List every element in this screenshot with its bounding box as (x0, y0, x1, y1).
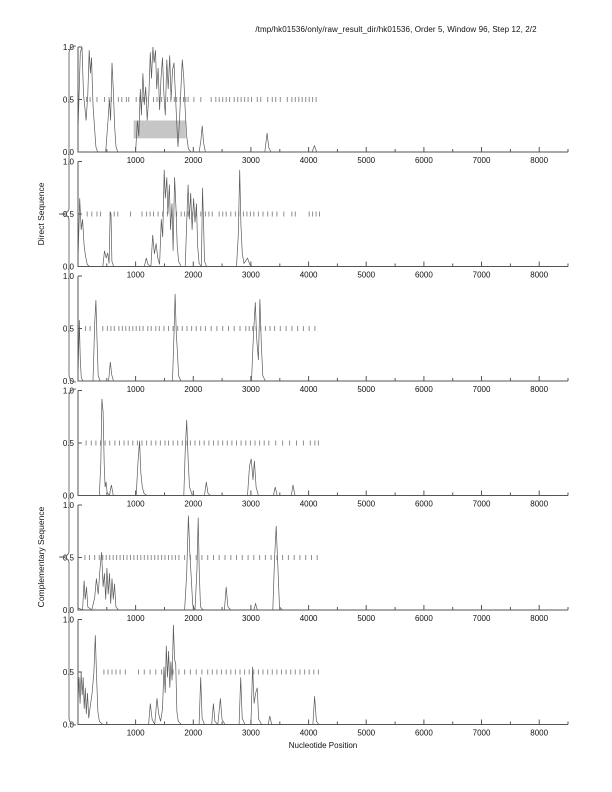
tick-label: 4000 (300, 614, 318, 623)
tick-label: 8000 (530, 729, 548, 738)
tick-label: 0.5 (63, 554, 75, 563)
tick-label: 4000 (300, 385, 318, 394)
tick-label: 0.5 (63, 210, 75, 219)
tick-label: 6000 (415, 729, 433, 738)
tick-label: 1000 (127, 500, 145, 509)
axis-frame (77, 619, 568, 725)
tick-label: 5000 (357, 729, 375, 738)
axis-ticks (78, 619, 569, 725)
tick-label: 4000 (300, 729, 318, 738)
tick-label: 2000 (184, 614, 202, 623)
tick-label: 2000 (184, 156, 202, 165)
probability-curve (77, 624, 568, 726)
tick-label: 4000 (300, 500, 318, 509)
axis-ticks (78, 161, 569, 267)
probability-curve (77, 293, 568, 382)
tick-label: 7000 (473, 729, 491, 738)
orf-marker-dashes (86, 97, 317, 102)
tick-label: 0.0 (63, 377, 75, 386)
orf-marker-dashes (86, 211, 320, 217)
tick-label: 6000 (415, 385, 433, 394)
tick-label: 1000 (127, 385, 145, 394)
tick-label: 6000 (415, 614, 433, 623)
tick-label: 8000 (530, 500, 548, 509)
complementary-sequence-brace (58, 388, 77, 726)
tick-label: 6000 (415, 156, 433, 165)
tick-label: 4000 (300, 156, 318, 165)
tick-label: 6000 (415, 271, 433, 280)
orf-marker-dashes (85, 326, 316, 331)
plot-title: /tmp/hk01536/only/raw_result_dir/hk01536… (255, 25, 537, 34)
tick-label: 5000 (357, 614, 375, 623)
tick-label: 3000 (242, 500, 260, 509)
predicted-region-box (133, 120, 186, 139)
tick-label: 5000 (357, 271, 375, 280)
direct-sequence-brace (58, 45, 77, 383)
tick-label: 7000 (473, 385, 491, 394)
axis-ticks (78, 504, 569, 611)
tick-label: 7000 (473, 500, 491, 509)
tick-label: 1.0 (63, 43, 75, 52)
probability-curve (77, 169, 568, 268)
tick-label: 8000 (530, 385, 548, 394)
tick-label: 1000 (127, 729, 145, 738)
tick-label: 7000 (473, 614, 491, 623)
orf-marker-dashes (84, 555, 318, 560)
tick-label: 2000 (184, 271, 202, 280)
tick-label: 4000 (300, 271, 318, 280)
tick-label: 5000 (357, 385, 375, 394)
tick-label: 6000 (415, 500, 433, 509)
tick-label: 1000 (127, 614, 145, 623)
tick-label: 3000 (242, 271, 260, 280)
tick-label: 8000 (530, 614, 548, 623)
axis-ticks (78, 46, 569, 153)
probability-curve (77, 515, 568, 611)
tick-label: 2000 (184, 385, 202, 394)
tick-label: 3000 (242, 385, 260, 394)
tick-label: 0.0 (63, 721, 75, 730)
tick-label: 7000 (473, 271, 491, 280)
tick-label: 1000 (127, 271, 145, 280)
tick-label: 3000 (242, 729, 260, 738)
tick-label: 7000 (473, 156, 491, 165)
tick-label: 3000 (242, 614, 260, 623)
axis-ticks (78, 390, 569, 496)
tick-label: 5000 (357, 156, 375, 165)
tick-label: 2000 (184, 729, 202, 738)
tick-label: 1000 (127, 156, 145, 165)
axis-ticks (78, 275, 569, 382)
x-axis-title: Nucleotide Position (288, 741, 358, 750)
probability-curve (78, 398, 568, 497)
tick-label: 3000 (242, 156, 260, 165)
tick-label: 8000 (530, 156, 548, 165)
orf-marker-dashes (103, 669, 319, 675)
tick-label: 8000 (530, 271, 548, 280)
tick-label: 1.0 (63, 387, 75, 396)
orf-marker-dashes (85, 440, 319, 446)
tick-label: 2000 (184, 500, 202, 509)
tick-label: 5000 (357, 500, 375, 509)
